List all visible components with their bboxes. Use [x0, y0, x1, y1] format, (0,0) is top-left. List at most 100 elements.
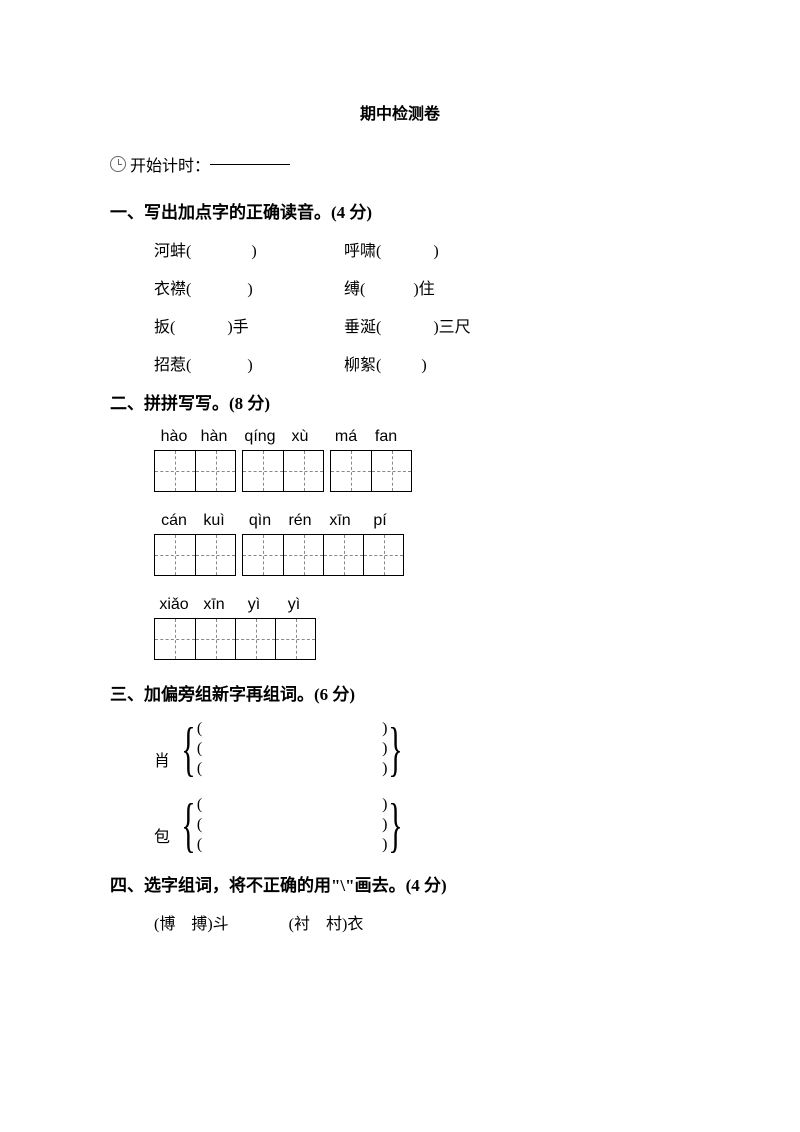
char-box[interactable] [195, 451, 235, 491]
char-box[interactable] [283, 451, 323, 491]
pinyin-syllable: xīn [194, 596, 234, 614]
pinyin-row: hàohànqíngxùmáfan [154, 428, 690, 446]
pinyin-row: xiǎoxīnyìyì [154, 596, 690, 614]
box-group [154, 534, 236, 576]
q1-text: )住 [413, 281, 434, 298]
q1-text: ) [421, 357, 426, 374]
boxes-row [154, 450, 690, 492]
brace-left-icon: { [181, 795, 195, 855]
char-box[interactable] [155, 619, 195, 659]
q1-row: 衣襟() 缚( )住 [154, 275, 690, 299]
q2-container: hàohànqíngxùmáfancánkuìqìnrénxīnpíxiǎoxī… [110, 428, 690, 660]
q3-line[interactable]: () [197, 816, 388, 834]
box-group [242, 450, 324, 492]
q1-text: ) [247, 357, 252, 374]
q1-text: )手 [227, 319, 248, 336]
brace-left-icon: { [181, 719, 195, 779]
q3-container: 肖{()()()}包{()()()} [110, 719, 690, 855]
q1-row: 招惹() 柳絮() [154, 351, 690, 375]
char-box[interactable] [155, 451, 195, 491]
clock-icon [110, 156, 126, 172]
q1-text: 河蚌( [154, 243, 191, 260]
q4-item: (博 搏)斗 [154, 910, 229, 934]
pinyin-row: cánkuìqìnrénxīnpí [154, 512, 690, 530]
brace-right-icon: } [389, 719, 403, 779]
q1-text: 缚( [344, 281, 365, 298]
pinyin-syllable: qíng [240, 428, 280, 446]
box-group [330, 450, 412, 492]
q1-text: 呼啸( [344, 243, 381, 260]
q2-heading: 二、拼拼写写。(8 分) [110, 389, 690, 414]
box-group [154, 450, 236, 492]
char-box[interactable] [371, 451, 411, 491]
pinyin-group: cánkuì [154, 512, 234, 530]
q1-text: 衣襟( [154, 281, 191, 298]
boxes-row [154, 618, 690, 660]
pinyin-group: máfan [326, 428, 406, 446]
char-box[interactable] [243, 451, 283, 491]
pinyin-group: qíngxù [240, 428, 320, 446]
q3-heading: 三、加偏旁组新字再组词。(6 分) [110, 680, 690, 705]
q4-heading: 四、选字组词，将不正确的用"\"画去。(4 分) [110, 871, 690, 896]
char-box[interactable] [155, 535, 195, 575]
box-group [154, 618, 316, 660]
q3-line[interactable]: () [197, 760, 388, 778]
pinyin-group: hàohàn [154, 428, 234, 446]
pinyin-syllable: pí [360, 512, 400, 530]
q1-text: ) [247, 281, 252, 298]
q1-text: 扳( [154, 319, 175, 336]
page-title: 期中检测卷 [110, 100, 690, 124]
q1-text: 柳絮( [344, 357, 381, 374]
pinyin-syllable: xiǎo [154, 596, 194, 614]
char-box[interactable] [283, 535, 323, 575]
q1-row: 扳( )手 垂涎( )三尺 [154, 313, 690, 337]
char-box[interactable] [275, 619, 315, 659]
q3-base-char: 肖 [154, 747, 170, 771]
char-box[interactable] [235, 619, 275, 659]
q3-line[interactable]: () [197, 740, 388, 758]
q1-text: )三尺 [433, 319, 470, 336]
pinyin-syllable: qìn [240, 512, 280, 530]
q3-line[interactable]: () [197, 720, 388, 738]
brace-right-icon: } [389, 795, 403, 855]
pinyin-syllable: cán [154, 512, 194, 530]
char-box[interactable] [195, 535, 235, 575]
timer-line: 开始计时： [110, 152, 690, 176]
q3-base-char: 包 [154, 823, 170, 847]
timer-label: 开始计时： [130, 152, 210, 176]
pinyin-syllable: má [326, 428, 366, 446]
pinyin-syllable: yì [274, 596, 314, 614]
pinyin-syllable: rén [280, 512, 320, 530]
q1-text: ) [433, 243, 438, 260]
timer-blank[interactable] [210, 164, 290, 165]
pinyin-group: xiǎoxīnyìyì [154, 596, 314, 614]
q3-lines: () () () [197, 720, 388, 778]
q3-block: 包 {() () ()} [154, 795, 690, 855]
pinyin-syllable: hàn [194, 428, 234, 446]
q3-line[interactable]: () [197, 796, 388, 814]
char-box[interactable] [331, 451, 371, 491]
q1-text: 垂涎( [344, 319, 381, 336]
char-box[interactable] [195, 619, 235, 659]
pinyin-syllable: xù [280, 428, 320, 446]
pinyin-syllable: kuì [194, 512, 234, 530]
pinyin-group: qìnrénxīnpí [240, 512, 400, 530]
q1-heading: 一、写出加点字的正确读音。(4 分) [110, 198, 690, 223]
pinyin-syllable: fan [366, 428, 406, 446]
q3-lines: () () () [197, 796, 388, 854]
q3-block: 肖 {() () ()} [154, 719, 690, 779]
pinyin-syllable: yì [234, 596, 274, 614]
boxes-row [154, 534, 690, 576]
char-box[interactable] [323, 535, 363, 575]
q3-line[interactable]: () [197, 836, 388, 854]
q1-row: 河蚌() 呼啸() [154, 237, 690, 261]
q1-text: ) [251, 243, 256, 260]
pinyin-syllable: xīn [320, 512, 360, 530]
q1-text: 招惹( [154, 357, 191, 374]
box-group [242, 534, 404, 576]
pinyin-syllable: hào [154, 428, 194, 446]
char-box[interactable] [243, 535, 283, 575]
q4-item: (衬 村)衣 [289, 910, 364, 934]
q4-row: (博 搏)斗 (衬 村)衣 [154, 910, 690, 934]
char-box[interactable] [363, 535, 403, 575]
